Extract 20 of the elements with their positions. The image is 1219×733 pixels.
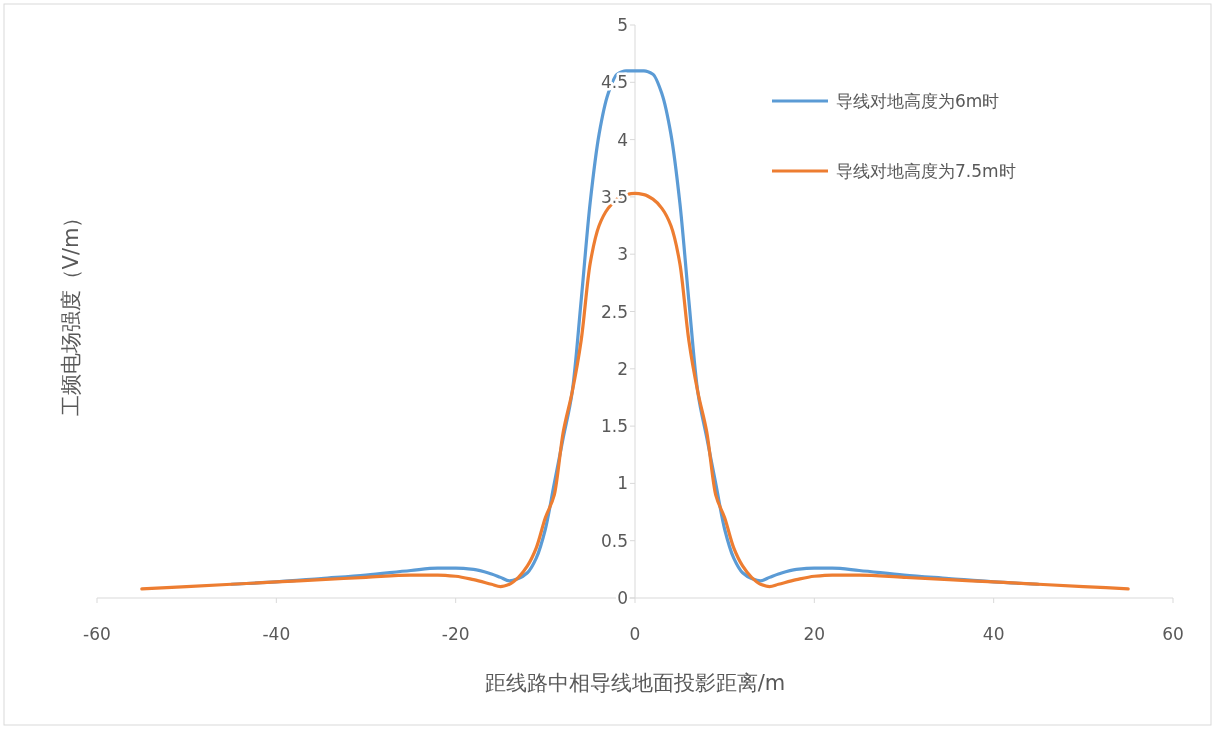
y-tick-label: 0 — [617, 588, 628, 608]
y-tick-label: 3 — [617, 244, 628, 265]
y-tick-label: 2.5 — [600, 301, 628, 322]
legend-label: 导线对地高度为6m时 — [836, 91, 1000, 111]
x-tick-label: 40 — [982, 624, 1005, 644]
x-tick-label: -40 — [262, 624, 291, 644]
x-tick-label: -20 — [441, 624, 470, 644]
x-tick-label: 20 — [803, 624, 826, 644]
y-tick-label: 2 — [617, 358, 628, 379]
line-series — [140, 191, 1130, 591]
x-tick-label: 60 — [1162, 624, 1184, 644]
x-axis-title: 距线路中相导线地面投影距离/m — [484, 671, 786, 695]
y-axis-title: 工频电场强度（V/m） — [59, 206, 83, 417]
y-tick-label: 1 — [617, 473, 628, 494]
y-tick-label: 5 — [617, 15, 628, 35]
y-tick-label: 1.5 — [600, 416, 628, 437]
x-tick-label: -60 — [83, 624, 111, 644]
y-tick-label: 4 — [617, 129, 628, 150]
legend-label: 导线对地高度为7.5m时 — [836, 161, 1016, 181]
y-tick-label: 0.5 — [600, 530, 628, 551]
